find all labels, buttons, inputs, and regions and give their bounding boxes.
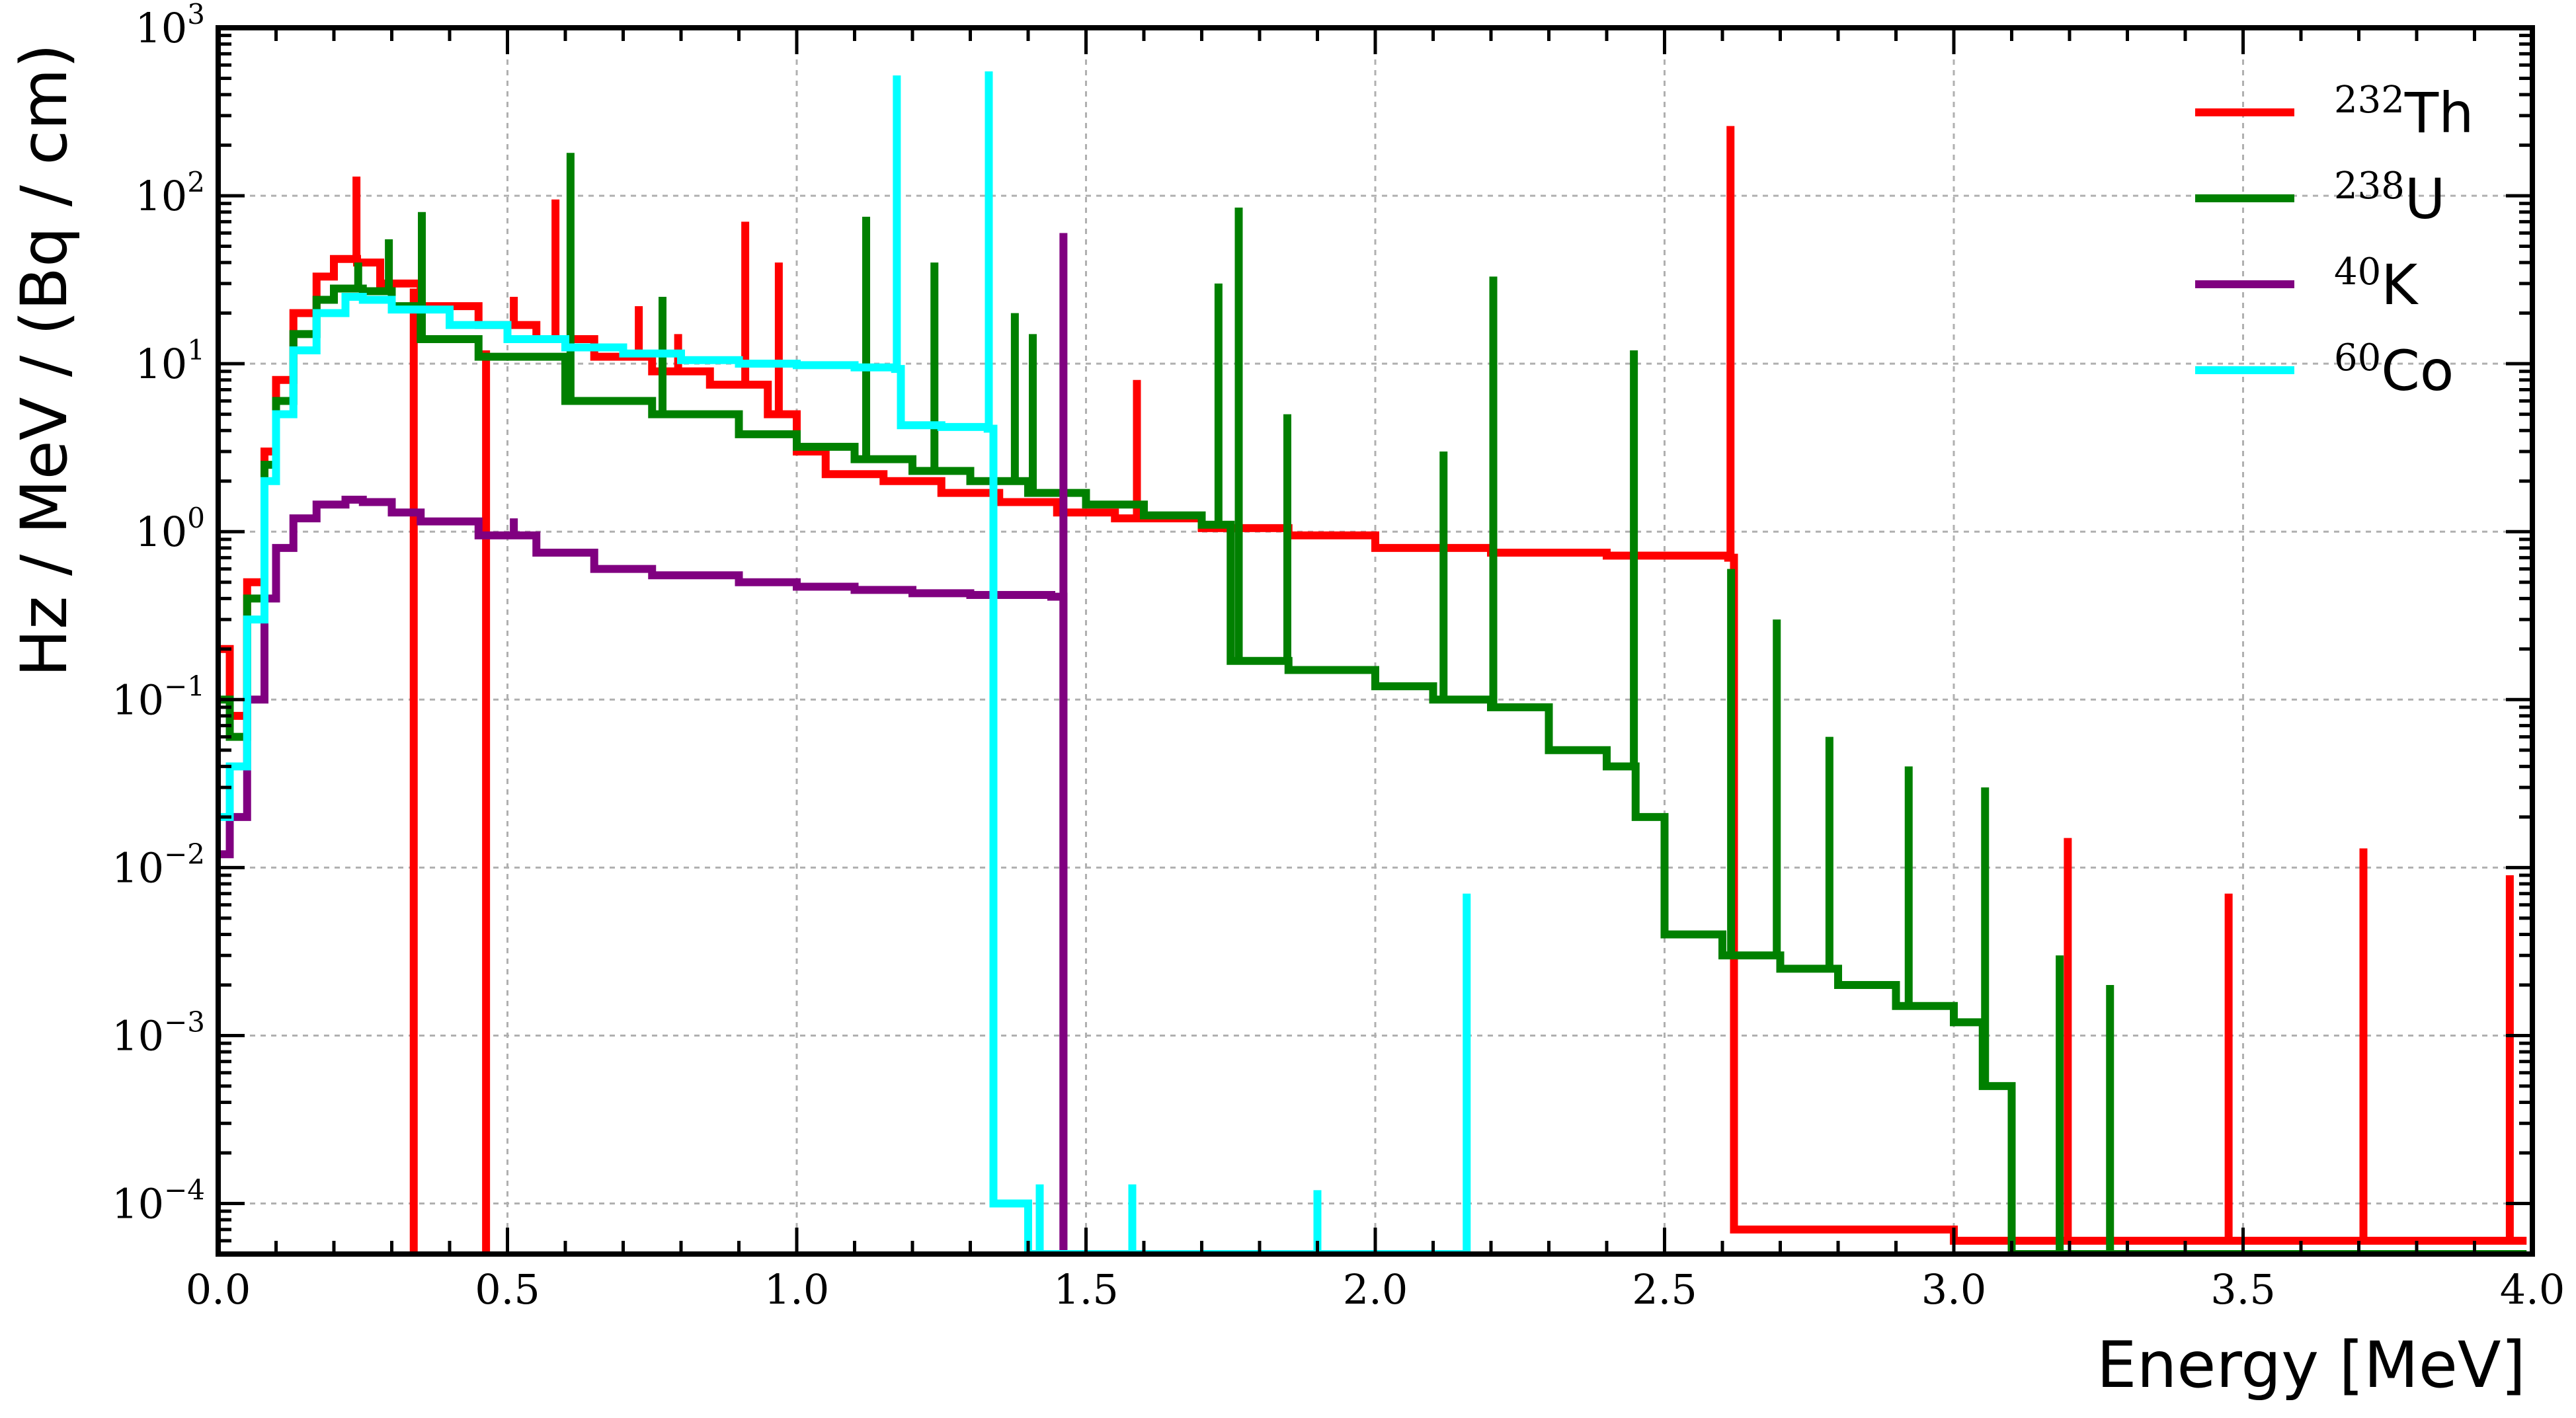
x-tick-label: 4.0 xyxy=(2500,1265,2565,1314)
x-tick-label: 3.5 xyxy=(2210,1265,2276,1314)
x-tick-label: 1.0 xyxy=(764,1265,830,1314)
x-tick-label: 2.0 xyxy=(1343,1265,1408,1314)
ticks xyxy=(216,26,2534,1254)
series-line-k xyxy=(218,495,1068,1254)
y-tick-label: 101 xyxy=(135,334,205,388)
legend-label: 60Co xyxy=(2334,336,2454,403)
grid xyxy=(218,28,2532,1254)
y-tick-label: 10−3 xyxy=(112,1005,205,1060)
y-tick-label: 10−4 xyxy=(112,1174,205,1228)
series-u xyxy=(218,153,2527,1254)
legend: 232Th 238U 40K 60Co xyxy=(2195,79,2474,403)
y-tick-label: 10−2 xyxy=(112,838,205,892)
x-tick-label: 1.5 xyxy=(1053,1265,1119,1314)
y-tick-label: 10−1 xyxy=(112,670,205,724)
legend-item-co: 60Co xyxy=(2195,336,2454,403)
legend-label: 232Th xyxy=(2334,79,2474,145)
y-tick-label: 103 xyxy=(135,0,205,52)
x-tick-label: 0.5 xyxy=(475,1265,540,1314)
legend-item-u: 238U xyxy=(2195,165,2445,231)
y-tick-label: 100 xyxy=(135,502,205,556)
legend-item-k: 40K xyxy=(2195,251,2419,317)
x-tick-label: 0.0 xyxy=(186,1265,251,1314)
series-line-u xyxy=(218,284,2527,1254)
y-tick-label: 102 xyxy=(135,166,205,220)
series-co xyxy=(218,71,1471,1254)
legend-label: 40K xyxy=(2334,251,2419,317)
series-k xyxy=(218,233,1068,1254)
y-axis-title: Hz / MeV / (Bq / cm) xyxy=(7,44,81,677)
series-layer xyxy=(218,71,2527,1254)
series-line-co xyxy=(218,293,1468,1254)
x-tick-label: 3.0 xyxy=(1921,1265,1987,1314)
legend-item-th: 232Th xyxy=(2195,79,2474,145)
legend-label: 238U xyxy=(2334,165,2445,231)
x-tick-label: 2.5 xyxy=(1632,1265,1697,1314)
tick-labels: 0.0 0.5 1.0 1.5 2.0 2.5 3.0 3.5 4.0 10−4 10−3 10−2 1… xyxy=(112,0,2565,1314)
x-axis-title: Energy [MeV] xyxy=(2097,1328,2526,1402)
